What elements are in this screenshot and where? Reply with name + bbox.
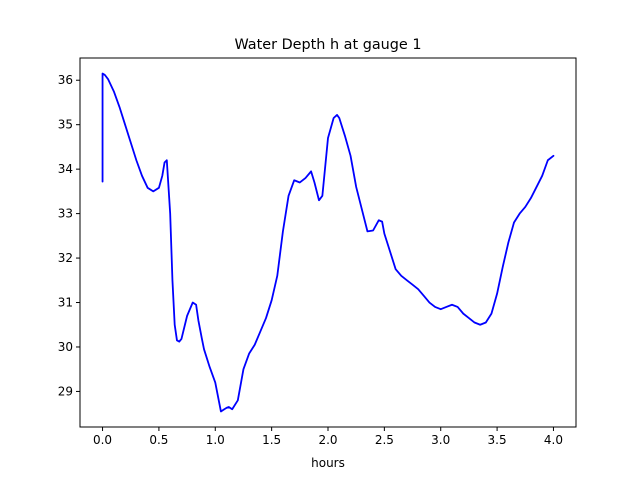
x-tick-label: 0.5 xyxy=(149,433,168,447)
y-tick-label: 34 xyxy=(58,162,73,176)
y-tick-label: 36 xyxy=(58,73,73,87)
series-line-water-depth xyxy=(101,72,555,413)
y-tick-label: 33 xyxy=(58,207,73,221)
x-tick-label: 4.0 xyxy=(544,433,563,447)
y-tick-label: 32 xyxy=(58,251,73,265)
x-tick-label: 2.5 xyxy=(375,433,394,447)
y-tick-label: 35 xyxy=(58,118,73,132)
y-tick-label: 31 xyxy=(58,296,73,310)
y-tick-label: 30 xyxy=(58,340,73,354)
x-tick-label: 1.0 xyxy=(206,433,225,447)
x-tick-label: 0.0 xyxy=(93,433,112,447)
y-tick-label: 29 xyxy=(58,384,73,398)
x-tick-label: 2.0 xyxy=(318,433,337,447)
x-tick-label: 1.5 xyxy=(262,433,281,447)
plot-frame xyxy=(79,57,577,428)
y-axis-ticks: 29 30 31 32 33 34 35 36 xyxy=(58,73,80,398)
chart-title: Water Depth h at gauge 1 xyxy=(234,37,421,53)
x-tick-label: 3.0 xyxy=(431,433,450,447)
series-group xyxy=(101,72,555,413)
x-axis-ticks: 0.0 0.5 1.0 1.5 2.0 2.5 3.0 3.5 4.0 xyxy=(93,427,563,447)
x-axis-label: hours xyxy=(311,456,345,470)
x-tick-label: 3.5 xyxy=(488,433,507,447)
